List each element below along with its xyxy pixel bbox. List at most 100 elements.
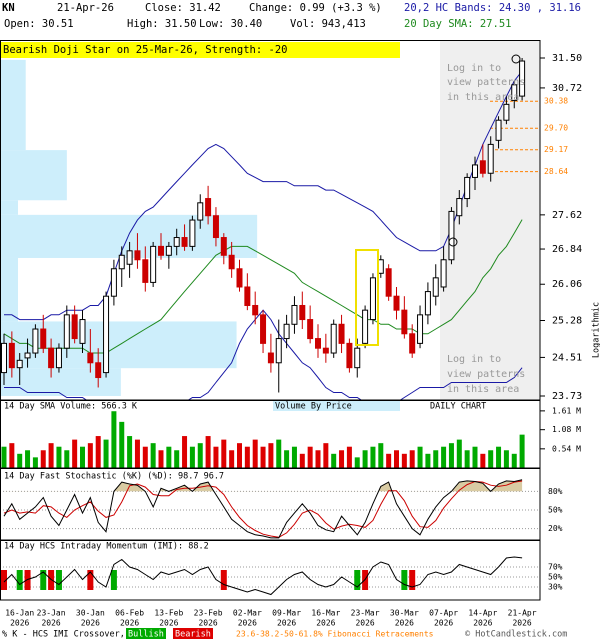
candle-body [456,198,463,217]
x-year-label: 2026 [159,619,178,628]
volume-bar [95,436,101,468]
crossover-bar [40,570,47,590]
candle-body [377,259,384,274]
notice-line: Log in to [447,63,501,74]
overbought-area [113,479,523,492]
candle-body [55,347,62,369]
volume-bar [378,443,384,468]
candle-body [307,319,314,340]
fib-label: 30.38 [544,97,568,106]
price-plot [0,58,540,400]
volume-bar [386,453,392,468]
candle-body [440,259,447,288]
y-tick-label: 27.62 [552,210,582,221]
candle-body [299,304,306,321]
vbp-bar [0,257,18,322]
x-year-label: 2026 [198,619,217,628]
candle-body [95,362,102,379]
x-tick-label: 07-Apr [429,609,458,618]
y-tick-label: 31.50 [552,53,582,64]
candle-body [79,319,86,344]
volume-bar [32,457,38,468]
volume-bar [511,453,517,468]
candle-body [236,268,243,288]
volume-bar [260,446,266,468]
bullish-swatch [126,628,166,639]
volume-bar [417,446,423,468]
stochastic-title: 14 Day Fast Stochastic (%K) (%D): 98.7 9… [4,472,224,482]
imi-tick-label: 50% [548,573,563,582]
volume-bar [40,450,46,468]
vbp-bar [0,59,26,151]
frame [0,540,541,601]
x-tick-label: 06-Feb [115,609,144,618]
volume-bar [339,450,345,468]
candle-body [432,277,439,297]
crossover-bar [409,570,416,590]
candle-body [424,291,431,316]
volume-bar [166,446,172,468]
fib-label: 28.64 [544,167,568,176]
candle-body [1,342,7,374]
x-year-label: 2026 [355,619,374,628]
x-year-label: 2026 [512,619,531,628]
volume-bar [56,446,62,468]
x-year-label: 2026 [10,619,29,628]
notice-line: in this area [447,384,519,395]
candle-body [173,237,180,247]
stochastic-tick-label: 50% [548,506,563,515]
bullish-label: Bullish [128,630,164,640]
candle-body [393,295,400,311]
change: Change: 0.99 (+3.3 %) [249,2,382,14]
volume-bar [441,446,447,468]
volume-bar [1,446,7,468]
volume-bar [409,450,415,468]
vbp-bar [0,200,18,215]
candle-body [134,250,141,261]
bands-readout: 20,2 HC Bands: 24.30 , 31.16 [404,2,581,14]
volume-bar [244,446,250,468]
x-tick-label: 16-Mar [311,609,340,618]
volume-bar [331,453,337,468]
high: High: 31.50 [127,18,197,30]
volume-bar [503,450,509,468]
crossover-bar [110,570,117,590]
volume-bar [237,443,242,468]
fib-label: 29.17 [544,145,568,154]
candle-body [158,245,164,256]
crossover-bar [16,570,23,590]
crossover-bar [354,570,361,590]
candle-body [385,268,392,297]
candle-body [165,245,172,256]
pattern-banner: Bearish Doji Star on 25-Mar-26, Strength… [3,44,287,56]
login-notice-bottom: Log in to view patterns in this area [447,354,525,395]
imi-line [3,556,523,596]
candle-body [354,347,361,369]
volume-bar [174,450,180,468]
volume-bar [25,450,31,468]
x-year-label: 2026 [434,619,453,628]
x-year-label: 2026 [395,619,414,628]
volume-bar [103,439,109,468]
volume-bar [9,443,15,468]
pattern-highlight [355,249,379,346]
volume-bar [299,453,305,468]
frames [0,40,541,601]
candle-body [495,119,502,141]
x-tick-label: 30-Mar [390,609,419,618]
volume-bar [480,453,486,468]
vbp-bar [0,368,121,396]
candle-body [464,176,471,200]
x-tick-label: 16-Jan [5,609,34,618]
candle-body [71,314,78,340]
candle-body [315,338,321,349]
volume-bar [221,439,227,468]
candle-body [24,352,31,359]
volume-bar [464,450,470,468]
y-tick-label: 25.28 [552,315,582,326]
scale-label: Logarithmic [592,302,600,358]
crossover-bar [401,570,408,590]
x-year-label: 2026 [81,619,100,628]
notice-line: Log in to [447,354,501,365]
